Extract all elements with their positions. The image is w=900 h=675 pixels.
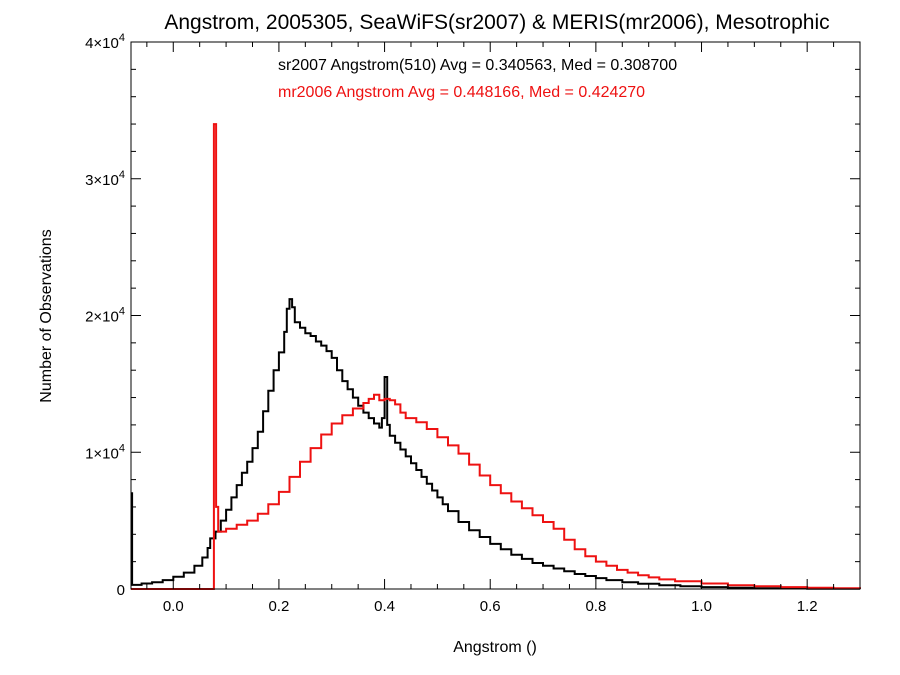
y-tick-label: 1×104 bbox=[85, 442, 125, 462]
x-axis-label: Angstrom () bbox=[453, 639, 537, 656]
x-tick-label: 0.8 bbox=[585, 598, 606, 615]
chart-title: Angstrom, 2005305, SeaWiFS(sr2007) & MER… bbox=[164, 11, 829, 34]
y-tick-label: 4×104 bbox=[85, 32, 125, 52]
series-layer bbox=[131, 123, 861, 590]
x-tick-label: 1.0 bbox=[691, 598, 712, 615]
stats-annotation-2: mr2006 Angstrom Avg = 0.448166, Med = 0.… bbox=[278, 84, 645, 101]
plot-frame bbox=[130, 41, 861, 590]
x-tick-label: 0.4 bbox=[374, 598, 395, 615]
y-tick-label: 3×104 bbox=[85, 169, 125, 189]
y-tick-label: 2×104 bbox=[85, 306, 125, 326]
series-1-line bbox=[131, 298, 861, 590]
y-axis-label: Number of Observations bbox=[38, 229, 55, 402]
x-tick-label: 0.2 bbox=[268, 598, 289, 615]
y-tick-label: 0 bbox=[117, 582, 125, 599]
ticks-layer: 0.0 0.2 0.4 0.6 0.8 1.0 1.2 0 1×104 2×104 3×104 4×1… bbox=[85, 32, 861, 615]
x-tick-label: 0.0 bbox=[163, 598, 184, 615]
x-tick-label: 1.2 bbox=[797, 598, 818, 615]
stats-annotation-1: sr2007 Angstrom(510) Avg = 0.340563, Med… bbox=[278, 57, 677, 74]
series-2-line bbox=[131, 123, 861, 590]
x-tick-label: 0.6 bbox=[480, 598, 501, 615]
annotation-layer: sr2007 Angstrom(510) Avg = 0.340563, Med… bbox=[278, 57, 677, 101]
